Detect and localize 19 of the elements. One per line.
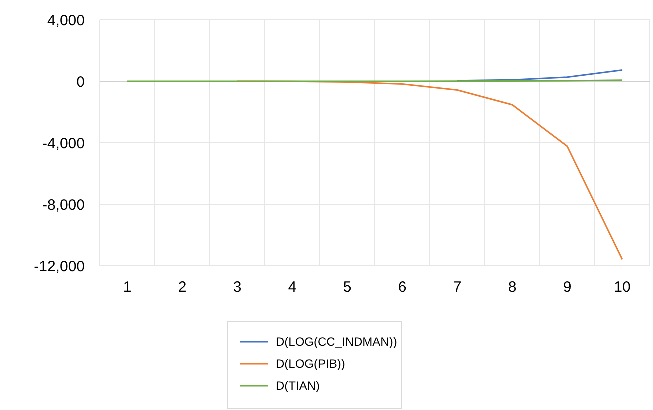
- y-tick-label: 0: [76, 74, 85, 91]
- x-tick-label: 7: [453, 279, 462, 296]
- y-tick-label: -12,000: [34, 258, 85, 276]
- y-tick-label: 4,000: [47, 12, 85, 30]
- line-series: [456, 70, 624, 82]
- legend-label: D(LOG(CC_INDMAN)): [276, 335, 398, 350]
- x-tick-label: 3: [233, 279, 242, 296]
- x-tick-label: 10: [614, 279, 631, 296]
- x-tick-label: 2: [178, 279, 187, 296]
- y-tick-label: -4,000: [42, 135, 85, 152]
- x-tick-label: 6: [398, 279, 407, 296]
- x-tick-label: 9: [563, 279, 572, 296]
- legend-label: D(LOG(PIB)): [276, 357, 346, 372]
- x-tick-label: 4: [288, 279, 297, 296]
- x-tick-label: 5: [343, 279, 352, 296]
- legend-label: D(TIAN): [276, 379, 320, 394]
- y-tick-label: -8,000: [42, 196, 85, 214]
- x-tick-label: 8: [508, 279, 517, 296]
- x-tick-label: 1: [123, 279, 132, 296]
